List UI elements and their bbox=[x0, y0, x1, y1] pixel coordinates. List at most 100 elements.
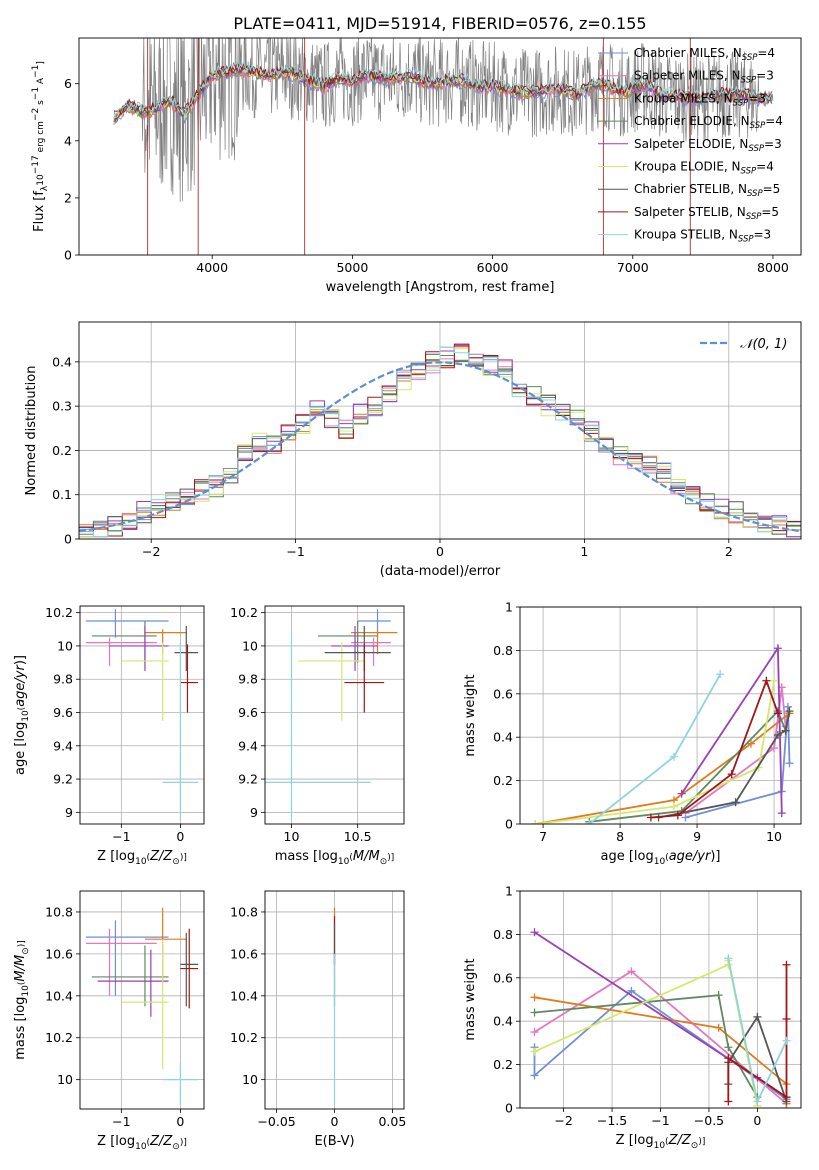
axes-frame bbox=[519, 890, 802, 1109]
x-tick-label: −1 bbox=[651, 1113, 669, 1128]
y-tick-label: 9.8 bbox=[53, 672, 73, 687]
weight-marker bbox=[773, 644, 782, 653]
y-tick-label: 10.2 bbox=[230, 605, 258, 620]
y-tick-label: 0.2 bbox=[493, 1057, 513, 1072]
point-chabrier-elodie bbox=[91, 945, 169, 1007]
weight-marker bbox=[753, 1012, 762, 1021]
point-chabrier-elodie bbox=[91, 620, 157, 663]
y-tick-label: 2 bbox=[64, 190, 72, 205]
axes-frame bbox=[79, 605, 205, 825]
y-tick-label: 10.4 bbox=[230, 988, 258, 1003]
weight-marker bbox=[714, 1023, 723, 1032]
legend-entry: Kroupa MILES, NSSP=3 bbox=[634, 91, 766, 108]
y-tick-label: 0.1 bbox=[52, 487, 72, 502]
point-salpeter-elodie bbox=[109, 625, 169, 671]
normal-curve bbox=[79, 361, 801, 533]
x-tick-label: −1 bbox=[112, 1114, 130, 1129]
y-tick-label: 9.2 bbox=[238, 772, 258, 787]
y-axis-label: age [log10(age/yr)] bbox=[13, 655, 31, 775]
x-tick-label: 7000 bbox=[617, 260, 649, 275]
weight-marker bbox=[770, 676, 779, 685]
legend-entry: Chabrier MILES, NSSP=4 bbox=[634, 46, 775, 63]
x-axis-label: age [log10(age/yr)] bbox=[600, 849, 720, 867]
y-tick-label: 9.4 bbox=[53, 738, 73, 753]
point-chabrier-miles bbox=[85, 920, 169, 996]
x-axis-label: wavelength [Angstrom, rest frame] bbox=[326, 280, 555, 295]
weight-line-kroupa-elodie bbox=[535, 680, 775, 824]
y-tick-label: 4 bbox=[64, 133, 72, 148]
point-salpeter-elodie bbox=[331, 625, 378, 671]
y-tick-label: 10.6 bbox=[45, 946, 73, 961]
y-tick-label: 0.8 bbox=[493, 643, 513, 658]
weight-marker bbox=[530, 993, 539, 1002]
plot-area bbox=[85, 907, 199, 1105]
weight-marker bbox=[724, 1043, 733, 1052]
point-chabrier-miles bbox=[357, 609, 391, 638]
y-tick-label: 10.2 bbox=[45, 605, 73, 620]
y-tick-label: 9.6 bbox=[238, 705, 258, 720]
x-tick-label: 1 bbox=[580, 544, 588, 559]
point-salpeter-stelib bbox=[344, 644, 385, 713]
y-axis-label: mass weight bbox=[463, 674, 478, 756]
weight-line-chabrier-elodie bbox=[589, 709, 787, 823]
chart-weight_vs_z: −2 −1.5 −1 −0.5 0 0 0.2 0.4 0.6 0.8 1 Z [log10(Z/Z⊙… bbox=[463, 884, 802, 1151]
chart-age_vs_z: −1 0 9 9.2 9.4 9.6 9.8 10 10.2 Z [log10(Z/Z⊙)] age… bbox=[13, 605, 205, 867]
figure-title: PLATE=0411, MJD=51914, FIBERID=0576, z=0… bbox=[233, 14, 646, 33]
plot-area bbox=[85, 609, 199, 821]
point-chabrier-stelib bbox=[174, 625, 199, 671]
y-tick-label: 10.8 bbox=[45, 904, 73, 919]
x-axis-label: mass [log10(M/M⊙)] bbox=[275, 849, 395, 867]
y-tick-label: 10 bbox=[242, 1072, 258, 1087]
weight-marker bbox=[770, 744, 779, 753]
x-axis-label: Z [log10(Z/Z⊙)] bbox=[97, 849, 187, 867]
weight-marker bbox=[627, 986, 636, 995]
plot-area bbox=[265, 609, 398, 821]
y-tick-label: 10.6 bbox=[230, 946, 258, 961]
x-tick-label: 5000 bbox=[336, 260, 368, 275]
y-tick-label: 10 bbox=[57, 1072, 73, 1087]
weight-marker bbox=[669, 752, 678, 761]
point-salpeter-stelib bbox=[180, 928, 199, 1009]
y-tick-label: 9.8 bbox=[238, 672, 258, 687]
legend-entry: Chabrier STELIB, NSSP=5 bbox=[634, 182, 780, 199]
y-tick-label: 0 bbox=[505, 817, 513, 832]
weight-marker bbox=[781, 726, 790, 735]
weight-marker bbox=[530, 1047, 539, 1056]
weight-marker bbox=[531, 820, 540, 824]
plot-area bbox=[531, 644, 794, 824]
y-tick-label: 0.8 bbox=[493, 927, 513, 942]
y-tick-label: 0.4 bbox=[52, 354, 72, 369]
y-tick-label: 0 bbox=[505, 1101, 513, 1116]
weight-marker bbox=[627, 967, 636, 976]
axes-frame bbox=[78, 37, 802, 256]
axes-frame bbox=[264, 605, 405, 825]
point-chabrier-elodie bbox=[317, 620, 378, 663]
legend-entry: Salpeter ELODIE, NSSP=3 bbox=[634, 137, 782, 154]
x-tick-label: 10 bbox=[284, 829, 300, 844]
point-kroupa-stelib bbox=[265, 632, 371, 821]
weight-marker bbox=[530, 1028, 539, 1037]
axes-frame bbox=[519, 606, 802, 825]
chart-age_vs_mass: 10 10.5 9 9.2 9.4 9.6 9.8 10 10.2 mass [log10(M/M… bbox=[230, 605, 405, 867]
weight-marker bbox=[724, 1097, 733, 1106]
x-tick-label: −2 bbox=[142, 544, 160, 559]
x-tick-label: 8000 bbox=[757, 260, 789, 275]
weight-marker bbox=[724, 954, 733, 963]
y-tick-label: 0.3 bbox=[52, 399, 72, 414]
legend-entry: Chabrier ELODIE, NSSP=4 bbox=[634, 114, 783, 131]
legend-entry: Kroupa ELODIE, NSSP=4 bbox=[634, 160, 774, 177]
y-axis-label: mass weight bbox=[463, 958, 478, 1040]
y-tick-label: 10 bbox=[57, 638, 73, 653]
chart-residual_hist: −2 −1 0 1 2 0 0.1 0.2 0.3 0.4 (data-model)/error No… bbox=[24, 321, 802, 579]
point-kroupa-stelib bbox=[162, 642, 199, 821]
weight-marker bbox=[753, 1097, 762, 1106]
y-tick-label: 10.2 bbox=[230, 1030, 258, 1045]
y-tick-label: 9.6 bbox=[53, 705, 73, 720]
weight-marker bbox=[762, 676, 771, 685]
x-tick-label: 0 bbox=[176, 829, 184, 844]
model-spectrum-salpeter-stelib bbox=[113, 61, 773, 116]
y-tick-label: 6 bbox=[64, 76, 72, 91]
x-tick-label: 0 bbox=[331, 1114, 339, 1129]
chart-mass_vs_z: −1 0 10 10.2 10.4 10.6 10.8 Z [log10(Z/Z⊙)] mass… bbox=[13, 890, 205, 1152]
